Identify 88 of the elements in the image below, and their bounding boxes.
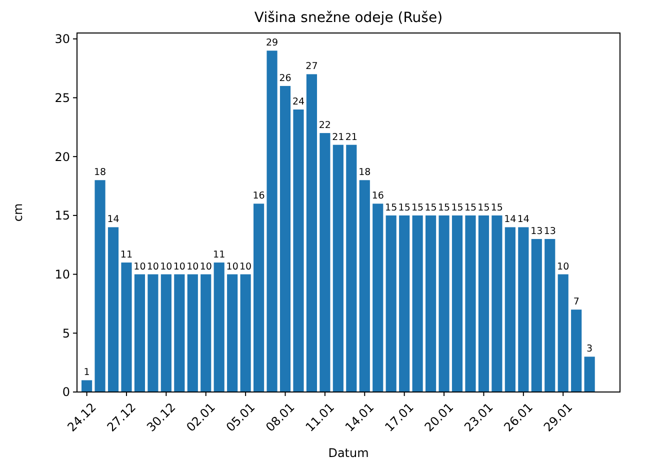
- data-label: 21: [332, 132, 344, 143]
- bar: [332, 144, 344, 392]
- bar: [174, 274, 185, 392]
- bar: [412, 215, 423, 392]
- bar: [571, 310, 582, 392]
- bar: [187, 274, 198, 392]
- bar: [227, 274, 238, 392]
- y-tick-label: 20: [54, 150, 70, 164]
- bar: [94, 180, 106, 392]
- data-label: 10: [160, 261, 172, 272]
- bar: [148, 274, 158, 392]
- data-label: 10: [200, 261, 212, 272]
- data-label: 15: [464, 202, 477, 214]
- data-label: 16: [252, 190, 265, 202]
- data-label: 27: [306, 61, 318, 72]
- bar: [254, 204, 264, 392]
- data-label: 21: [345, 132, 358, 143]
- y-tick-label: 0: [62, 385, 70, 400]
- data-label: 3: [586, 344, 593, 355]
- y-tick-label: 25: [54, 90, 70, 105]
- data-label: 10: [146, 261, 159, 272]
- data-label: 15: [451, 202, 464, 214]
- bar: [426, 215, 436, 392]
- data-label: 22: [318, 120, 331, 132]
- bar: [320, 133, 330, 392]
- data-label: 10: [186, 261, 199, 272]
- data-label: 24: [292, 96, 305, 108]
- data-label: 15: [424, 202, 437, 214]
- data-label: 16: [372, 190, 384, 202]
- data-label: 15: [438, 202, 450, 214]
- bar: [504, 227, 516, 392]
- bar: [306, 74, 318, 392]
- bar: [82, 380, 92, 392]
- y-tick-label: 5: [62, 326, 70, 340]
- bar: [372, 204, 384, 392]
- data-label: 15: [412, 202, 424, 214]
- data-label: 13: [530, 226, 543, 237]
- data-label: 11: [213, 250, 226, 261]
- data-label: 1: [84, 367, 90, 378]
- data-label: 10: [173, 261, 186, 272]
- data-label: 15: [385, 202, 398, 214]
- bar: [531, 238, 542, 392]
- data-label: 18: [94, 167, 106, 178]
- bar: [359, 180, 370, 392]
- bar: [160, 274, 172, 392]
- bar: [293, 110, 304, 392]
- bar: [280, 86, 291, 392]
- y-tick-label: 15: [54, 208, 70, 223]
- bar: [438, 215, 450, 392]
- bar: [214, 262, 224, 392]
- data-label: 11: [120, 250, 133, 261]
- bar: [399, 215, 410, 392]
- bar: [200, 274, 212, 392]
- data-label: 18: [358, 167, 371, 178]
- bar: [518, 227, 529, 392]
- data-label: 7: [573, 296, 580, 308]
- y-axis-title: cm: [11, 203, 25, 222]
- data-label: 26: [279, 72, 292, 84]
- data-label: 14: [504, 214, 516, 226]
- data-label: 29: [266, 38, 278, 49]
- bar: [266, 50, 278, 392]
- bar: [346, 144, 357, 392]
- data-label: 14: [107, 214, 120, 226]
- bar: [584, 356, 595, 392]
- y-tick-label: 30: [54, 32, 70, 46]
- bar: [452, 215, 463, 392]
- bar: [240, 274, 251, 392]
- y-tick-label: 10: [54, 267, 70, 282]
- data-label: 13: [544, 226, 556, 237]
- data-label: 10: [226, 261, 238, 272]
- data-label: 14: [517, 214, 530, 226]
- data-label: 10: [134, 261, 146, 272]
- bar: [544, 238, 556, 392]
- data-label: 10: [557, 261, 570, 272]
- bar: [386, 215, 396, 392]
- data-label: 10: [240, 261, 252, 272]
- data-label: 15: [398, 202, 410, 214]
- bar: [465, 215, 476, 392]
- x-axis-title: Datum: [328, 446, 369, 460]
- bar: [108, 227, 119, 392]
- chart-title: Višina snežne odeje (Ruše): [254, 10, 443, 26]
- data-label: 15: [478, 202, 490, 214]
- data-label: 15: [490, 202, 503, 214]
- bar: [492, 215, 502, 392]
- bar: [121, 262, 132, 392]
- bar: [558, 274, 568, 392]
- bar: [134, 274, 146, 392]
- bar: [478, 215, 490, 392]
